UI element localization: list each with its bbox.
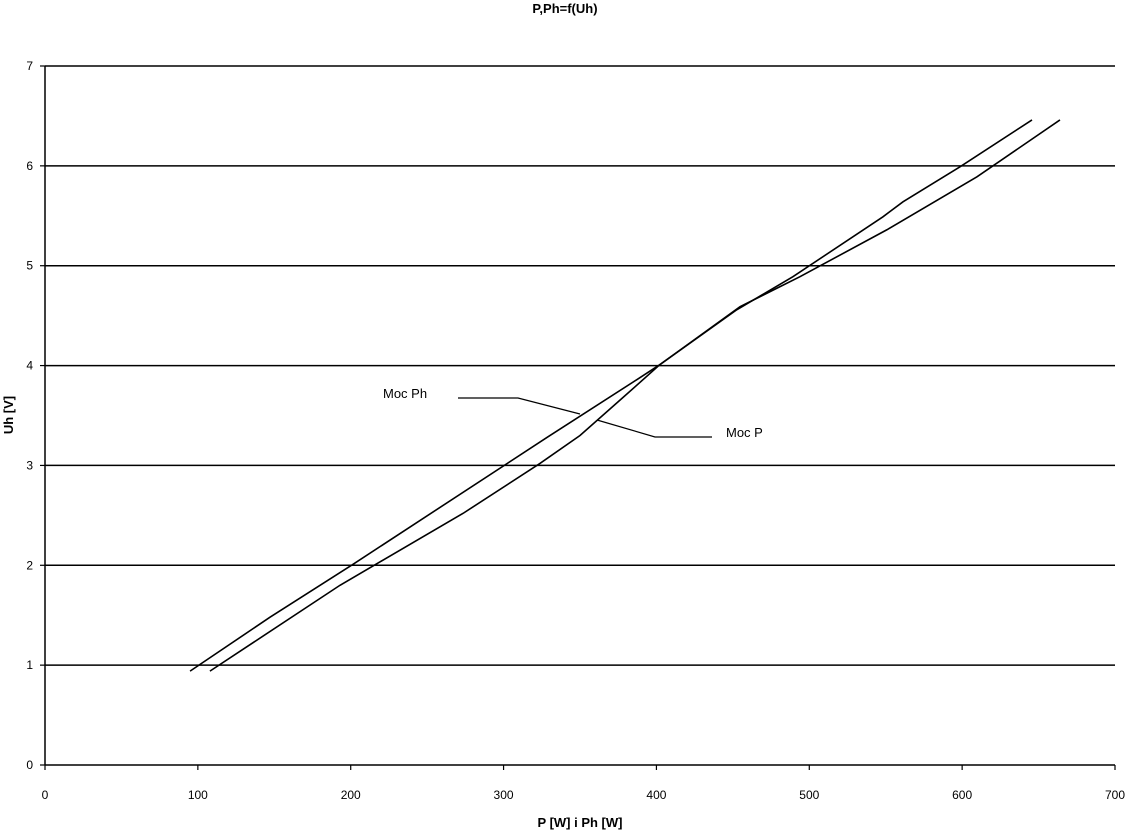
y-tick-label: 1 <box>26 658 33 672</box>
y-tick-label: 5 <box>26 259 33 273</box>
leader-moc-ph <box>458 397 581 415</box>
x-tick-label: 500 <box>799 788 819 802</box>
x-axis-label: P [W] i Ph [W] <box>538 815 623 830</box>
axes <box>40 65 1116 770</box>
series-line-moc-p <box>209 119 1061 672</box>
gridlines <box>45 65 1115 666</box>
y-tick-label: 6 <box>26 159 33 173</box>
label-moc-ph: Moc Ph <box>383 386 427 401</box>
y-tick-label: 0 <box>26 758 33 772</box>
x-tick-label: 100 <box>188 788 208 802</box>
leader-moc-p <box>596 419 712 438</box>
y-tick-label: 3 <box>26 458 33 472</box>
label-moc-p: Moc P <box>726 425 763 440</box>
y-tick-label: 4 <box>26 359 33 373</box>
series-lines <box>189 119 1061 672</box>
chart-title: P,Ph=f(Uh) <box>532 1 597 16</box>
y-tick-label: 7 <box>26 59 33 73</box>
x-tick-label: 600 <box>952 788 972 802</box>
x-tick-label: 200 <box>341 788 361 802</box>
series-line-moc-ph <box>189 119 1033 672</box>
tick-labels: 0 1 2 3 4 5 6 7 0 100 200 300 400 500 600 700 <box>26 59 1125 802</box>
y-tick-label: 2 <box>26 558 33 572</box>
x-tick-label: 300 <box>494 788 514 802</box>
x-tick-label: 0 <box>42 788 49 802</box>
series-labels: Moc Ph Moc P <box>383 386 763 440</box>
y-axis-label: Uh [V] <box>1 396 16 434</box>
x-tick-label: 700 <box>1105 788 1125 802</box>
x-tick-label: 400 <box>646 788 666 802</box>
